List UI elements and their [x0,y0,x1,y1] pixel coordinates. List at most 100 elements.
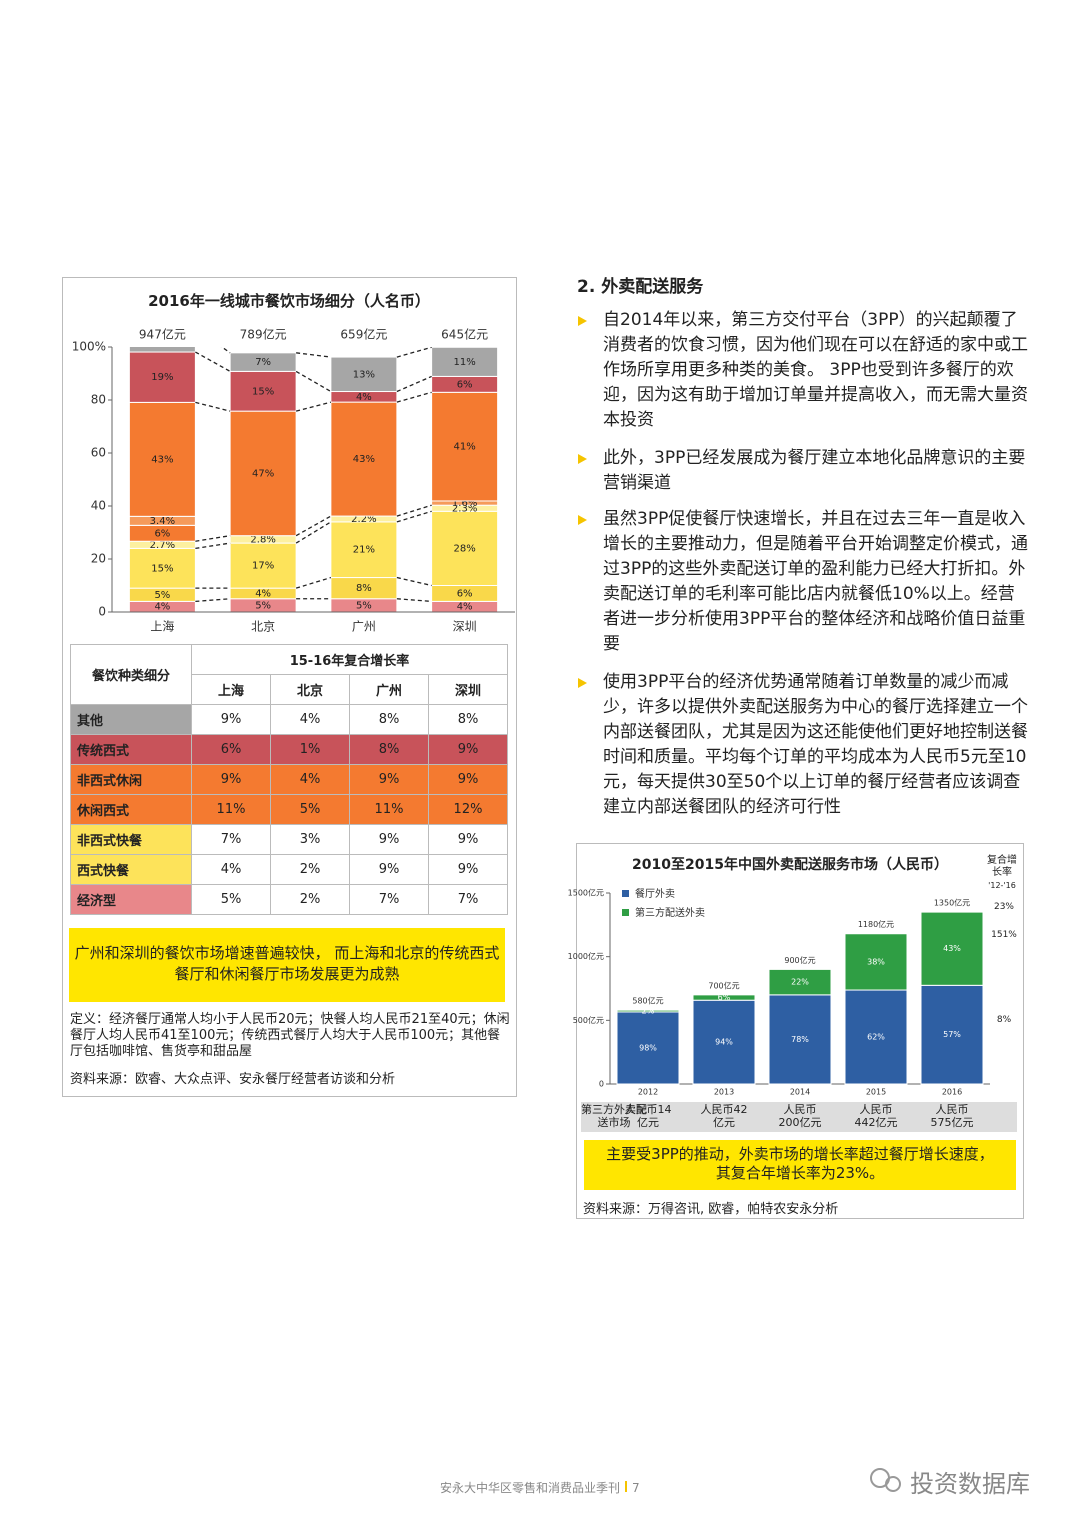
row-name: 休闲西式 [70,794,192,825]
y-tick-label: 20 [91,552,106,566]
x-tick-label: 2014 [790,1088,810,1097]
bar-segment [128,401,196,517]
cell: 8% [349,734,429,765]
bar-segment [431,347,499,377]
bar-segment [128,547,196,589]
growth-table: 餐饮种类细分 15-16年复合增长率 上海 北京 广州 深圳 其他 9% 4% 8% 8% 传统西式 6… [70,644,508,915]
segment-label: 6% [457,379,473,390]
total-label: 947亿元 [139,327,186,342]
connector [195,598,231,603]
bar-segment [229,410,297,537]
cell: 9% [349,854,429,885]
row-name: 传统西式 [70,734,192,765]
cell: 4% [270,704,350,735]
watermark: 投资数据库 [910,1470,1030,1498]
connector [295,576,332,589]
connector [295,521,332,544]
row-value: 人民币14亿元 [624,1103,672,1129]
bar-segment [920,911,984,986]
bar-segment [920,984,984,1085]
row-name: 非西式休闲 [70,764,192,795]
segment-label: 3.4% [150,516,175,527]
cell: 11% [349,794,429,825]
total-label: 900亿元 [784,955,815,965]
x-tick-label: 深圳 [453,620,477,634]
x-tick-label: 2012 [638,1088,658,1097]
segment-label: 4% [356,392,372,403]
bar-segment [330,356,398,393]
footer: 安永大中华区零售和消费品业季刊 7 [440,1479,640,1496]
row-label: 第三方外卖配送市场 [581,1103,647,1129]
segment-label: 2.8% [250,534,275,545]
bar-segment [768,968,832,996]
row-value: 人民币575亿元 [930,1103,974,1129]
segment-label: 1.6% [452,498,477,509]
y-tick-label: 60 [91,446,106,460]
table-row: 其他 9% 4% 8% 8% [70,704,508,735]
segment-label: 15% [252,386,274,397]
cagr-value: 151% [991,930,1017,940]
segment-label: 6% [457,588,473,599]
bullet: 使用3PP平台的经济优势通常随着订单数量的减少而减少，许多以提供外卖配送服务为中… [578,670,1031,820]
row-value: 人民币42亿元 [700,1103,748,1129]
cell: 4% [191,854,271,885]
definition: 定义：经济餐厅通常人均小于人民币20元；快餐人均人民币21至40元；休闲餐厅人均… [70,1012,510,1059]
bullet: 虽然3PP促使餐厅快速增长，并且在过去三年一直是收入增长的主要推动力，但是随着平… [578,507,1031,657]
segment-label: 62% [867,1033,885,1042]
table-row: 传统西式 6% 1% 8% 9% [70,734,508,765]
y-tick-label: 100% [72,340,106,354]
cell: 9% [349,824,429,855]
segment-label: 2.2% [351,514,376,525]
table-row: 经济型 5% 2% 7% 7% [70,884,508,915]
connector [396,510,432,523]
left-source: 资料来源：欧睿、大众点评、安永餐厅经营者访谈和分析 [70,1072,396,1087]
total-label: 1350亿元 [934,898,970,908]
bar-segment [692,999,756,1085]
right-panel [576,843,1024,1219]
connector [396,598,432,603]
bar-segment [692,994,756,1001]
y-tick-label: 1000亿元 [568,951,604,961]
right-source: 资料来源：万得咨讯, 欧睿，帕特农安永分析 [583,1202,839,1217]
y-tick-label: 80 [91,393,106,407]
bar-segment [330,521,398,579]
cell: 7% [428,884,508,915]
segment-label: 5% [255,600,271,611]
segment-label: 15% [151,563,173,574]
cell: 7% [349,884,429,915]
segment-label: 21% [353,545,375,556]
segment-label: 8% [356,583,372,594]
segment-label: 47% [252,468,274,479]
cell: 9% [428,854,508,885]
table-row: 西式快餐 4% 2% 9% 9% [70,854,508,885]
x-tick-label: 2015 [866,1088,886,1097]
segment-label: 19% [151,372,173,383]
segment-label: 43% [151,454,173,465]
connector [195,535,231,542]
table-group-header: 15-16年复合增长率 [191,644,508,675]
bar-segment [844,933,908,991]
column-header: 深圳 [428,674,508,705]
total-label: 1180亿元 [858,919,894,929]
connector [396,576,432,587]
cell: 11% [191,794,271,825]
row-band [581,1102,1017,1132]
bar-segment [128,347,196,353]
segment-label: 13% [353,369,375,380]
row-name: 西式快餐 [70,854,192,885]
total-label: 659亿元 [340,327,387,342]
connector [296,352,331,358]
cell: 9% [191,764,271,795]
segment-label: 4% [457,602,473,613]
chart2-title: 2010至2015年中国外卖配送服务市场（人民币） [632,857,948,873]
cell: 9% [428,764,508,795]
table-header: 餐饮种类细分 [70,644,192,705]
column-header: 广州 [349,674,429,705]
segment-label: 4% [154,602,170,613]
bullet: 此外，3PP已经发展成为餐厅建立本地化品牌意识的主要营销渠道 [578,446,1031,496]
segment-label: 2% [642,1007,655,1016]
segment-label: 4% [255,588,271,599]
bar-segment [229,542,297,589]
